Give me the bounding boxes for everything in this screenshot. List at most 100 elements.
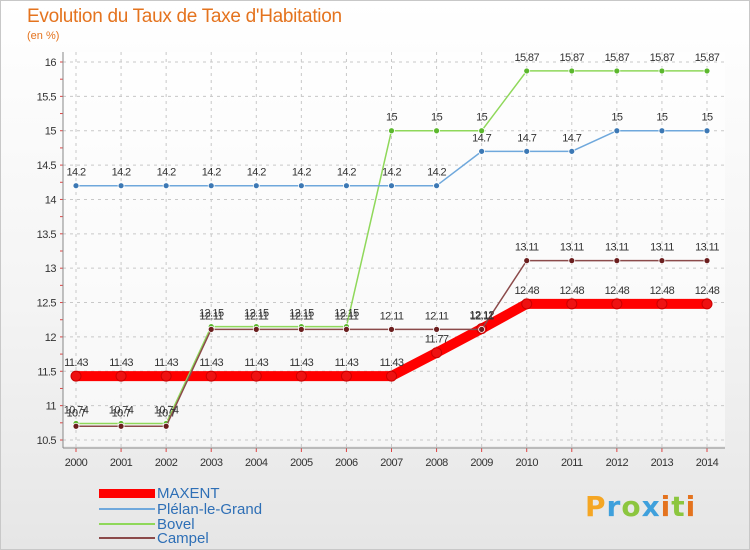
point-bovel: [523, 67, 531, 75]
legend-swatch: [99, 508, 155, 510]
data-label-campel: 13.11: [605, 242, 629, 254]
data-label-campel: 13.11: [560, 242, 584, 254]
logo-letter: r: [606, 490, 622, 523]
data-label-campel: 12.11: [380, 310, 404, 322]
point-campel: [433, 325, 440, 333]
data-label-bovel: 15.87: [514, 52, 539, 64]
data-label-bovel: 10.74: [109, 405, 134, 417]
legend-item-bovel: Bovel: [99, 515, 195, 533]
legend-item-maxent: MAXENT: [99, 484, 220, 502]
legend-label: Bovel: [157, 515, 195, 533]
logo-letter: t: [671, 490, 686, 523]
data-label-bovel: 15.87: [560, 52, 585, 64]
x-tick-label: 2001: [110, 457, 133, 469]
data-label-pl-lan-le-grand: 14.2: [66, 167, 85, 179]
point-campel: [162, 422, 170, 430]
data-label-campel: 10.7: [66, 407, 85, 419]
point-pl-lan-le-grand: [613, 127, 621, 135]
data-label-maxent: 12.48: [560, 285, 585, 297]
data-label-maxent: 11.43: [289, 357, 313, 369]
data-label-campel: 12.11: [335, 310, 359, 322]
data-label-bovel: 15.87: [605, 52, 630, 64]
data-label-maxent: 12.48: [695, 285, 720, 297]
data-label-pl-lan-le-grand: 14.7: [517, 132, 536, 144]
x-tick-label: 2011: [561, 457, 583, 469]
y-tick-label: 15.5: [37, 91, 57, 103]
data-label-maxent: 11.43: [335, 357, 359, 369]
x-tick-label: 2008: [425, 457, 448, 469]
point-campel: [297, 325, 305, 333]
data-label-maxent: 11.43: [199, 357, 223, 369]
data-label-maxent: 11.43: [109, 357, 133, 369]
data-label-pl-lan-le-grand: 14.2: [427, 167, 446, 179]
point-maxent: [340, 370, 352, 382]
point-maxent: [656, 298, 668, 310]
data-label-bovel: 12.15: [244, 308, 269, 320]
data-label-pl-lan-le-grand: 14.7: [562, 132, 581, 144]
data-label-maxent: 12.48: [514, 285, 539, 297]
data-label-bovel: 15: [386, 112, 398, 124]
data-label-campel: 12.11: [425, 310, 449, 322]
point-pl-lan-le-grand: [478, 147, 486, 155]
data-label-pl-lan-le-grand: 15: [701, 112, 713, 124]
data-label-bovel: 15: [476, 112, 488, 124]
x-tick-label: 2013: [651, 457, 674, 469]
data-label-campel: 12.11: [289, 310, 313, 322]
point-maxent: [295, 370, 307, 382]
point-campel: [117, 422, 125, 430]
data-label-campel: 13.11: [695, 242, 719, 254]
point-maxent: [611, 298, 623, 310]
x-tick-label: 2000: [65, 457, 88, 469]
data-label-pl-lan-le-grand: 14.2: [202, 167, 221, 179]
point-campel: [252, 325, 260, 333]
point-pl-lan-le-grand: [297, 182, 305, 190]
logo-letter: o: [621, 490, 642, 523]
point-campel: [613, 257, 621, 265]
data-label-campel: 13.11: [515, 242, 539, 254]
point-campel: [658, 257, 666, 265]
point-pl-lan-le-grand: [207, 182, 215, 190]
data-label-bovel: 12.15: [334, 308, 359, 320]
x-tick-label: 2004: [245, 457, 268, 469]
data-label-bovel: 12.15: [289, 308, 314, 320]
y-tick-label: 11: [46, 401, 57, 413]
logo-letter: i: [660, 490, 672, 523]
x-tick-label: 2005: [290, 457, 313, 469]
point-bovel: [568, 67, 576, 75]
data-label-bovel: 15.87: [650, 52, 675, 64]
point-pl-lan-le-grand: [72, 182, 80, 190]
point-maxent: [250, 370, 262, 382]
data-label-campel: 10.7: [157, 407, 176, 419]
y-tick-label: 14: [45, 194, 57, 206]
y-tick-label: 15: [45, 126, 57, 138]
point-bovel: [658, 67, 666, 75]
data-label-campel: 10.7: [112, 407, 131, 419]
data-label-maxent: 11.77: [425, 334, 449, 346]
data-label-bovel: 10.74: [154, 405, 179, 417]
point-maxent: [566, 298, 578, 310]
point-pl-lan-le-grand: [658, 127, 666, 135]
data-label-pl-lan-le-grand: 14.2: [337, 167, 356, 179]
legend-label: Plélan-le-Grand: [157, 500, 263, 518]
legend-swatch: [99, 488, 155, 498]
point-pl-lan-le-grand: [523, 147, 531, 155]
data-label-pl-lan-le-grand: 14.7: [472, 132, 491, 144]
data-label-maxent: 11.43: [244, 357, 268, 369]
point-maxent: [70, 370, 82, 382]
data-label-pl-lan-le-grand: 15: [656, 112, 668, 124]
point-pl-lan-le-grand: [703, 127, 711, 135]
data-label-pl-lan-le-grand: 14.2: [157, 167, 176, 179]
point-maxent: [386, 370, 397, 382]
point-maxent: [701, 298, 713, 310]
y-tick-label: 12.5: [37, 298, 57, 310]
x-tick-label: 2012: [606, 457, 629, 469]
point-pl-lan-le-grand: [117, 182, 125, 190]
point-bovel: [478, 127, 486, 135]
legend-label: MAXENT: [157, 484, 220, 502]
x-tick-label: 2007: [380, 457, 403, 469]
point-pl-lan-le-grand: [568, 147, 576, 155]
logo-letter: P: [585, 490, 607, 523]
legend-item-campel: Campel: [99, 530, 209, 547]
point-maxent: [115, 370, 127, 382]
